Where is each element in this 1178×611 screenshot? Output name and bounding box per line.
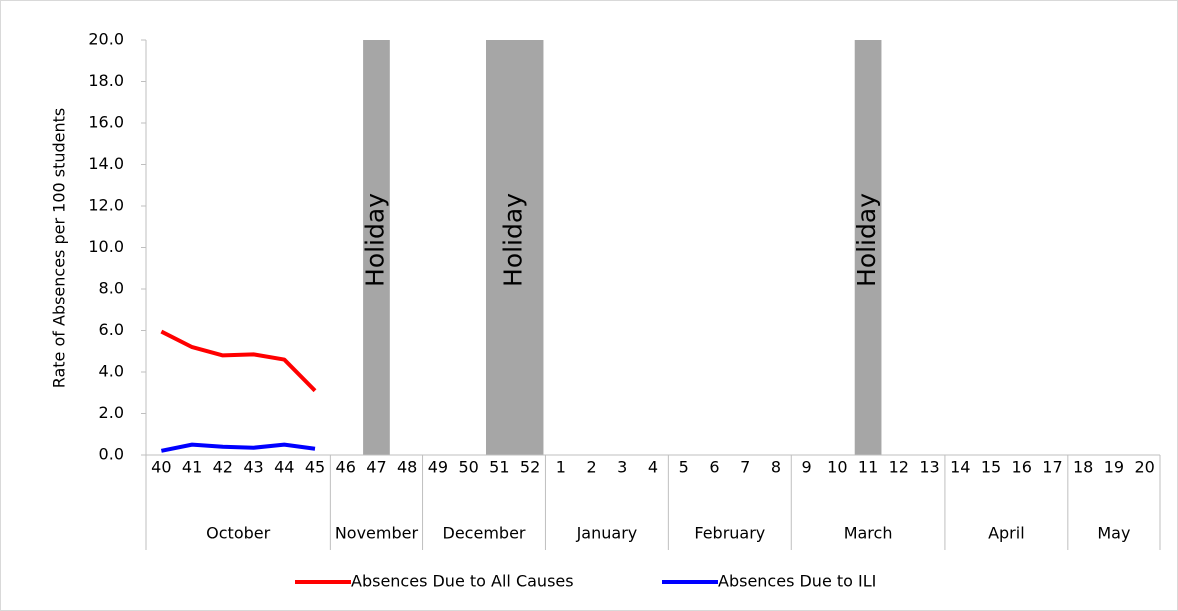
x-tick-label: 1: [556, 458, 566, 477]
x-tick-label: 41: [182, 458, 202, 477]
x-tick-label: 15: [981, 458, 1001, 477]
holiday-label: Holiday: [852, 193, 881, 287]
x-tick-label: 20: [1134, 458, 1154, 477]
x-tick-label: 5: [679, 458, 689, 477]
x-tick-label: 44: [274, 458, 294, 477]
x-tick-label: 50: [458, 458, 478, 477]
group-label: May: [1097, 524, 1130, 543]
x-tick-label: 12: [889, 458, 909, 477]
holiday-label: Holiday: [499, 193, 528, 287]
series-line: [160, 329, 317, 393]
y-tick-label: 0.0: [99, 445, 124, 464]
y-tick-label: 6.0: [99, 320, 124, 339]
x-tick-label: 8: [771, 458, 781, 477]
group-label: February: [694, 524, 765, 543]
x-tick-label: 42: [213, 458, 233, 477]
x-tick-label: 48: [397, 458, 417, 477]
x-tick-label: 47: [366, 458, 386, 477]
x-tick-label: 18: [1073, 458, 1093, 477]
x-tick-label: 11: [858, 458, 878, 477]
x-tick-label: 14: [950, 458, 970, 477]
y-tick-label: 18.0: [88, 71, 124, 90]
y-tick-label: 2.0: [99, 403, 124, 422]
series-line: [160, 442, 316, 453]
group-label: December: [443, 524, 526, 543]
x-tick-label: 9: [802, 458, 812, 477]
y-tick-label: 16.0: [88, 113, 124, 132]
x-tick-label: 13: [919, 458, 939, 477]
y-tick-label: 14.0: [88, 154, 124, 173]
group-label: April: [988, 524, 1025, 543]
y-axis-title: Rate of Absences per 100 students: [50, 108, 69, 389]
group-label: January: [576, 524, 638, 543]
y-tick-label: 20.0: [88, 30, 124, 49]
y-tick-label: 12.0: [88, 196, 124, 215]
x-tick-label: 6: [709, 458, 719, 477]
x-tick-label: 19: [1104, 458, 1124, 477]
x-tick-label: 43: [243, 458, 263, 477]
x-tick-label: 45: [305, 458, 325, 477]
y-tick-label: 10.0: [88, 237, 124, 256]
x-tick-label: 4: [648, 458, 658, 477]
x-tick-label: 2: [586, 458, 596, 477]
x-tick-label: 3: [617, 458, 627, 477]
x-tick-label: 17: [1042, 458, 1062, 477]
x-tick-label: 10: [827, 458, 847, 477]
y-tick-label: 8.0: [99, 279, 124, 298]
x-tick-label: 51: [489, 458, 509, 477]
group-label: March: [844, 524, 893, 543]
holiday-band: [486, 40, 544, 455]
holiday-band: [363, 40, 390, 455]
x-tick-label: 7: [740, 458, 750, 477]
x-tick-label: 40: [151, 458, 171, 477]
holiday-band: [854, 40, 882, 455]
legend-label: Absences Due to ILI: [718, 572, 876, 591]
group-label: November: [335, 524, 419, 543]
holiday-label: Holiday: [360, 193, 389, 287]
legend-label: Absences Due to All Causes: [351, 572, 574, 591]
x-tick-label: 46: [336, 458, 356, 477]
x-tick-label: 16: [1012, 458, 1032, 477]
group-label: October: [206, 524, 270, 543]
x-tick-label: 49: [428, 458, 448, 477]
x-tick-label: 52: [520, 458, 540, 477]
y-tick-label: 4.0: [99, 362, 124, 381]
